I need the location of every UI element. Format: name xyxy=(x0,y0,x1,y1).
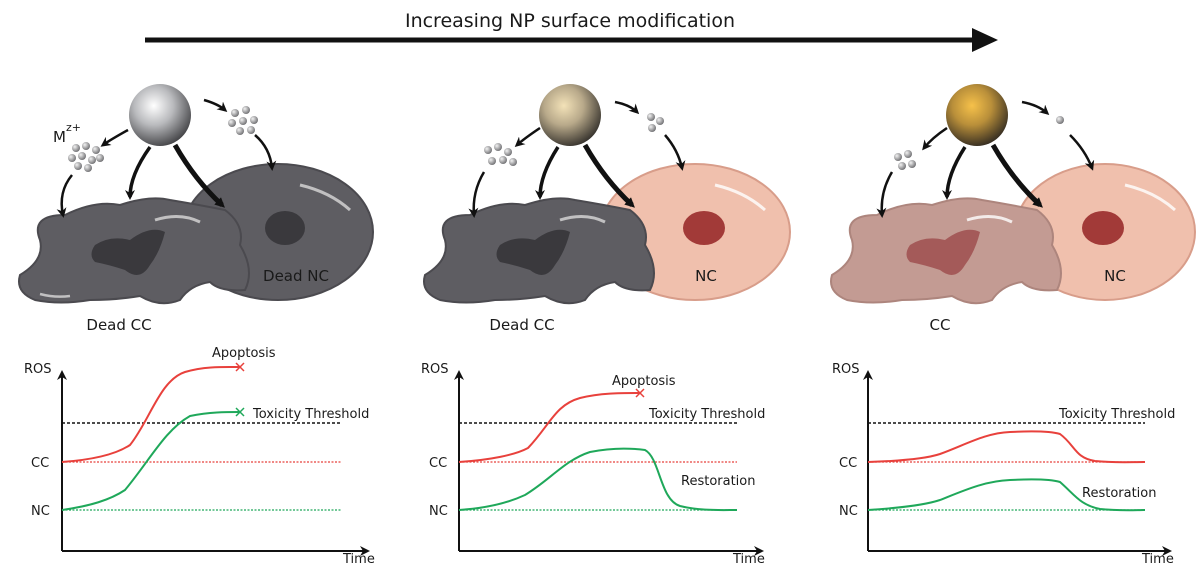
title-arrow xyxy=(145,28,998,52)
cc-level-label: CC xyxy=(839,456,857,471)
normal-cell-label: NC xyxy=(1104,267,1126,285)
ion-label: M xyxy=(53,128,66,146)
uptake-arrows xyxy=(876,100,1095,218)
nc-level-label: NC xyxy=(31,504,50,519)
dead-cancer-nucleus xyxy=(496,229,570,275)
cancer-cell-label: CC xyxy=(930,316,951,334)
nanoparticle xyxy=(946,84,1008,146)
normal-cell-label: Dead NC xyxy=(263,267,329,285)
x-axis-label: Time xyxy=(732,552,765,565)
apoptosis-label: Apoptosis xyxy=(612,374,676,389)
nanoparticle xyxy=(539,84,601,146)
panel-2-cells: Dead CC NC xyxy=(423,84,791,334)
metal-ion-cluster xyxy=(894,150,916,170)
metal-ion-cluster xyxy=(228,106,258,135)
cc-ros-curve xyxy=(458,392,641,463)
restoration-label: Restoration xyxy=(681,474,755,489)
normal-nucleus xyxy=(683,211,725,245)
ion-charge-superscript: z+ xyxy=(66,121,81,134)
cancer-nucleus xyxy=(906,229,980,275)
normal-nucleus xyxy=(1082,211,1124,245)
nanoparticle xyxy=(129,84,191,146)
nc-level-label: NC xyxy=(429,504,448,519)
nc-ros-curve xyxy=(61,411,241,511)
x-axis-label: Time xyxy=(1141,552,1174,565)
threshold-label: Toxicity Threshold xyxy=(252,407,369,422)
ros-graph-1: ROS Time CC NC Toxicity Threshold Apopto… xyxy=(24,346,375,565)
uptake-arrows xyxy=(56,98,277,218)
apoptosis-label: Apoptosis xyxy=(212,346,276,361)
cc-level-label: CC xyxy=(429,456,447,471)
nc-level-label: NC xyxy=(839,504,858,519)
metal-ion-cluster xyxy=(1056,116,1064,124)
dead-normal-nucleus xyxy=(265,211,305,245)
uptake-arrows xyxy=(468,100,686,218)
nc-ros-curve xyxy=(867,478,1146,512)
nc-death-cross-icon xyxy=(235,407,245,417)
ros-graph-2: ROS Time CC NC Toxicity Threshold Apopto… xyxy=(421,362,765,565)
y-axis-label: ROS xyxy=(421,362,449,377)
threshold-label: Toxicity Threshold xyxy=(648,407,765,422)
normal-cell-label: NC xyxy=(695,267,717,285)
ros-graph-3: ROS Time CC NC Toxicity Threshold Restor… xyxy=(832,362,1175,565)
figure-title: Increasing NP surface modification xyxy=(405,10,735,32)
cancer-cell-label: Dead CC xyxy=(489,316,554,334)
metal-ion-cluster xyxy=(484,143,517,166)
cancer-cell-label: Dead CC xyxy=(86,316,151,334)
y-axis-label: ROS xyxy=(832,362,860,377)
cc-ros-curve xyxy=(867,430,1146,464)
x-axis-label: Time xyxy=(342,552,375,565)
cc-ros-curve xyxy=(61,365,241,463)
apoptosis-cross-icon xyxy=(235,362,245,372)
y-axis-label: ROS xyxy=(24,362,52,377)
panel-3-cells: CC NC xyxy=(830,84,1196,334)
panel-1-cells: M z+ Dead CC Dead NC xyxy=(18,84,374,334)
metal-ion-cluster xyxy=(68,142,104,172)
apoptosis-cross-icon xyxy=(635,388,645,398)
dead-cancer-nucleus xyxy=(91,229,165,275)
restoration-label: Restoration xyxy=(1082,486,1156,501)
threshold-label: Toxicity Threshold xyxy=(1058,407,1175,422)
cc-level-label: CC xyxy=(31,456,49,471)
metal-ion-cluster xyxy=(647,113,664,132)
nc-ros-curve xyxy=(458,447,738,512)
